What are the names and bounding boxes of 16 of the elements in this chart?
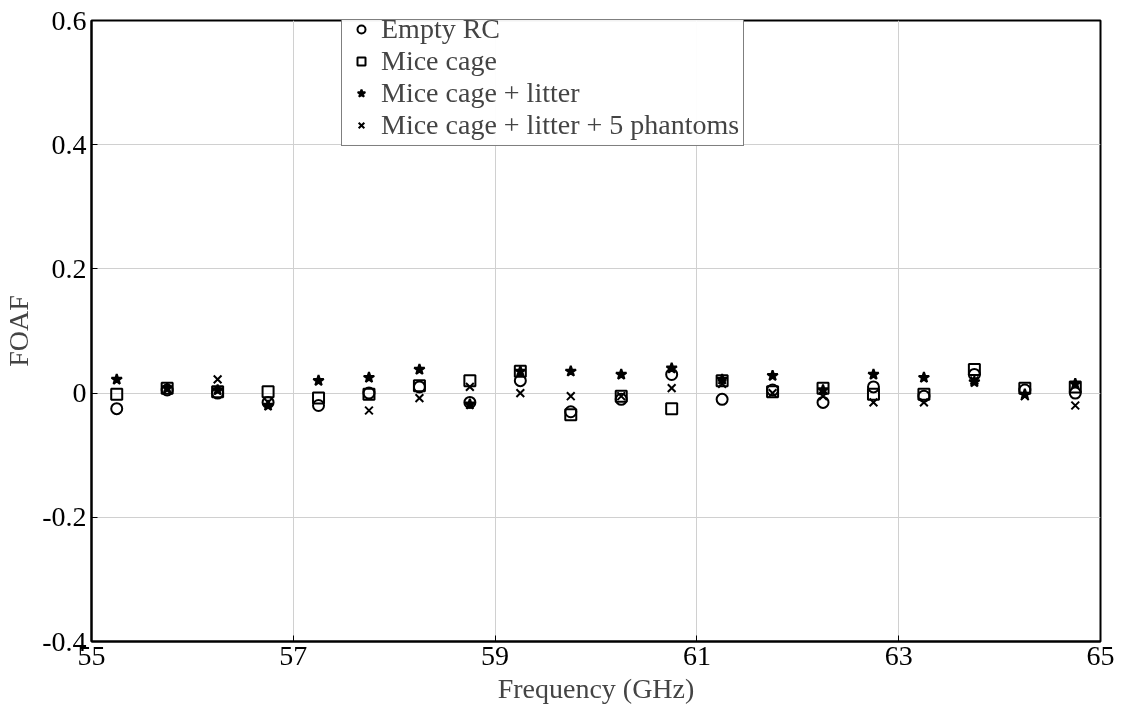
y-tick-label: 0.2 (51, 252, 87, 284)
x-tick-label: 63 (884, 639, 913, 671)
x-tick-label: 61 (682, 639, 711, 671)
y-tick-label: 0.6 (51, 4, 87, 36)
legend-label: Empty RC (381, 19, 501, 45)
x-tick-label: 57 (279, 639, 308, 671)
x-tick-label: 59 (481, 639, 510, 671)
y-tick-label: 0.4 (51, 128, 87, 160)
y-tick-label: -0.2 (42, 501, 87, 533)
legend-label: Mice cage (381, 45, 497, 77)
x-tick-label: 65 (1086, 639, 1115, 671)
x-axis-title: Frequency (GHz) (497, 672, 695, 704)
y-axis-title: FOAF (3, 295, 35, 367)
legend-label: Mice cage + litter + 5 phantoms (381, 109, 740, 141)
y-tick-label: 0 (72, 377, 87, 409)
legend-label: Mice cage + litter (381, 77, 580, 109)
